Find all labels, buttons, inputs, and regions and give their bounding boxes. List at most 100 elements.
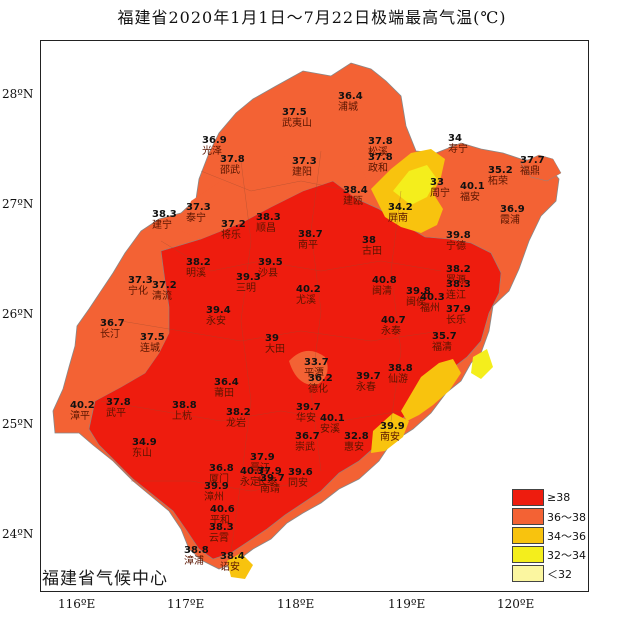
station-value: 35.7 <box>432 331 457 342</box>
station-松溪: 37.8 松溪 <box>368 137 393 158</box>
station-value: 39 <box>265 333 279 344</box>
station-name: 诏安 <box>220 562 240 573</box>
station-name: 云霄 <box>209 533 229 544</box>
station-value: 40.1 <box>460 181 485 192</box>
station-name: 武夷山 <box>282 118 312 129</box>
station-福安: 40.1 福安 <box>460 182 485 203</box>
station-value: 40.1 <box>320 413 345 424</box>
station-value: 38.2 <box>226 407 251 418</box>
zone-34-36-dongshan <box>227 553 253 579</box>
source-label: 福建省气候中心 <box>42 569 168 589</box>
station-value: 40.2 <box>70 400 95 411</box>
station-value: 34.9 <box>132 437 157 448</box>
station-value: 37.9 <box>250 452 275 463</box>
station-平潭: 33.7 平潭 <box>304 358 329 379</box>
station-永定: 40.7 永定 <box>240 467 265 488</box>
station-value: 38.3 <box>446 279 471 290</box>
station-龙岩: 38.2 龙岩 <box>226 408 251 429</box>
station-value: 34 <box>448 133 462 144</box>
lat-label-27n: 27ºN <box>2 197 34 211</box>
station-name: 厦门 <box>209 474 229 485</box>
station-value: 36.8 <box>209 463 234 474</box>
station-name: 华安 <box>296 413 316 424</box>
station-value: 39.7 <box>296 402 321 413</box>
station-name: 长乐 <box>446 315 466 326</box>
station-value: 37.8 <box>368 152 393 163</box>
station-诏安: 38.4 诏安 <box>220 552 245 573</box>
station-平和: 40.6 平和 <box>210 505 235 526</box>
station-name: 顺昌 <box>256 223 276 234</box>
station-大田: 39 大田 <box>265 334 285 355</box>
station-name: 大田 <box>265 344 285 355</box>
station-安溪: 40.1 安溪 <box>320 414 345 435</box>
station-name: 福安 <box>460 192 480 203</box>
station-value: 37.3 <box>128 275 153 286</box>
station-崇武: 36.7 崇武 <box>295 432 320 453</box>
station-name: 霞浦 <box>500 215 520 226</box>
lat-label-25n: 25ºN <box>2 417 34 431</box>
station-建瓯: 38.4 建瓯 <box>343 186 368 207</box>
station-value: 39.5 <box>258 257 283 268</box>
legend-label: 36～38 <box>547 510 586 524</box>
station-name: 沙县 <box>258 268 278 279</box>
station-永泰: 40.7 永泰 <box>381 316 406 337</box>
station-周宁: 33 周宁 <box>430 178 450 199</box>
station-name: 建瓯 <box>343 196 363 207</box>
station-value: 38 <box>362 235 376 246</box>
station-上杭: 38.8 上杭 <box>172 401 197 422</box>
station-name: 平潭 <box>304 368 324 379</box>
station-长乐: 37.9 长乐 <box>446 305 471 326</box>
station-value: 38.8 <box>172 400 197 411</box>
station-value: 36.9 <box>500 204 525 215</box>
station-name: 光泽 <box>202 146 222 157</box>
station-value: 38.4 <box>220 551 245 562</box>
station-value: 36.7 <box>295 431 320 442</box>
station-name: 永定 <box>240 477 260 488</box>
station-value: 37.8 <box>368 136 393 147</box>
station-name: 永春 <box>356 382 376 393</box>
zone-36-38-dehua <box>289 350 328 386</box>
zone-32-34-ne <box>393 165 437 205</box>
station-邵武: 37.8 邵武 <box>220 155 245 176</box>
station-连江: 38.3 连江 <box>446 280 471 301</box>
station-建宁: 38.3 建宁 <box>152 210 177 231</box>
lon-label-117e: 117ºE <box>167 597 205 611</box>
station-value: 39.8 <box>406 286 431 297</box>
station-福清: 35.7 福清 <box>432 332 457 353</box>
legend-swatch <box>512 527 544 544</box>
station-name: 崇武 <box>295 442 315 453</box>
station-惠安: 32.8 惠安 <box>344 432 369 453</box>
station-name: 连城 <box>140 343 160 354</box>
station-value: 34.2 <box>388 202 413 213</box>
station-name: 南靖 <box>260 484 280 495</box>
station-value: 39.9 <box>380 421 405 432</box>
station-寿宁: 34 寿宁 <box>448 134 468 155</box>
station-name: 建宁 <box>152 220 172 231</box>
station-name: 连江 <box>446 290 466 301</box>
station-value: 37.5 <box>282 107 307 118</box>
map-title: 福建省2020年1月1日～7月22日极端最高气温(℃) <box>117 8 507 27</box>
station-name: 浦城 <box>338 102 358 113</box>
station-宁化: 37.3 宁化 <box>128 276 153 297</box>
station-value: 37.9 <box>257 466 282 477</box>
station-泰宁: 37.3 泰宁 <box>186 203 211 224</box>
station-建阳: 37.3 建阳 <box>292 157 317 178</box>
station-name: 明溪 <box>186 268 206 279</box>
station-name: 宁德 <box>446 241 466 252</box>
station-name: 福清 <box>432 342 452 353</box>
station-name: 福鼎 <box>520 166 540 177</box>
lat-label-28n: 28ºN <box>2 87 34 101</box>
station-漳浦: 38.8 漳浦 <box>184 546 209 567</box>
station-name: 福州 <box>420 303 440 314</box>
station-晋江: 37.9 晋江 <box>250 453 275 474</box>
lon-label-116e: 116ºE <box>58 597 96 611</box>
legend-label: 34～36 <box>547 529 586 543</box>
legend-item: ＜32 <box>512 564 586 583</box>
station-value: 40.7 <box>240 466 265 477</box>
station-name: 闽侯 <box>406 297 426 308</box>
station-name: 永泰 <box>381 326 401 337</box>
station-value: 39.7 <box>260 473 285 484</box>
lon-label-119e: 119ºE <box>388 597 426 611</box>
station-光泽: 36.9 光泽 <box>202 136 227 157</box>
zone-36-38-north <box>181 153 371 239</box>
